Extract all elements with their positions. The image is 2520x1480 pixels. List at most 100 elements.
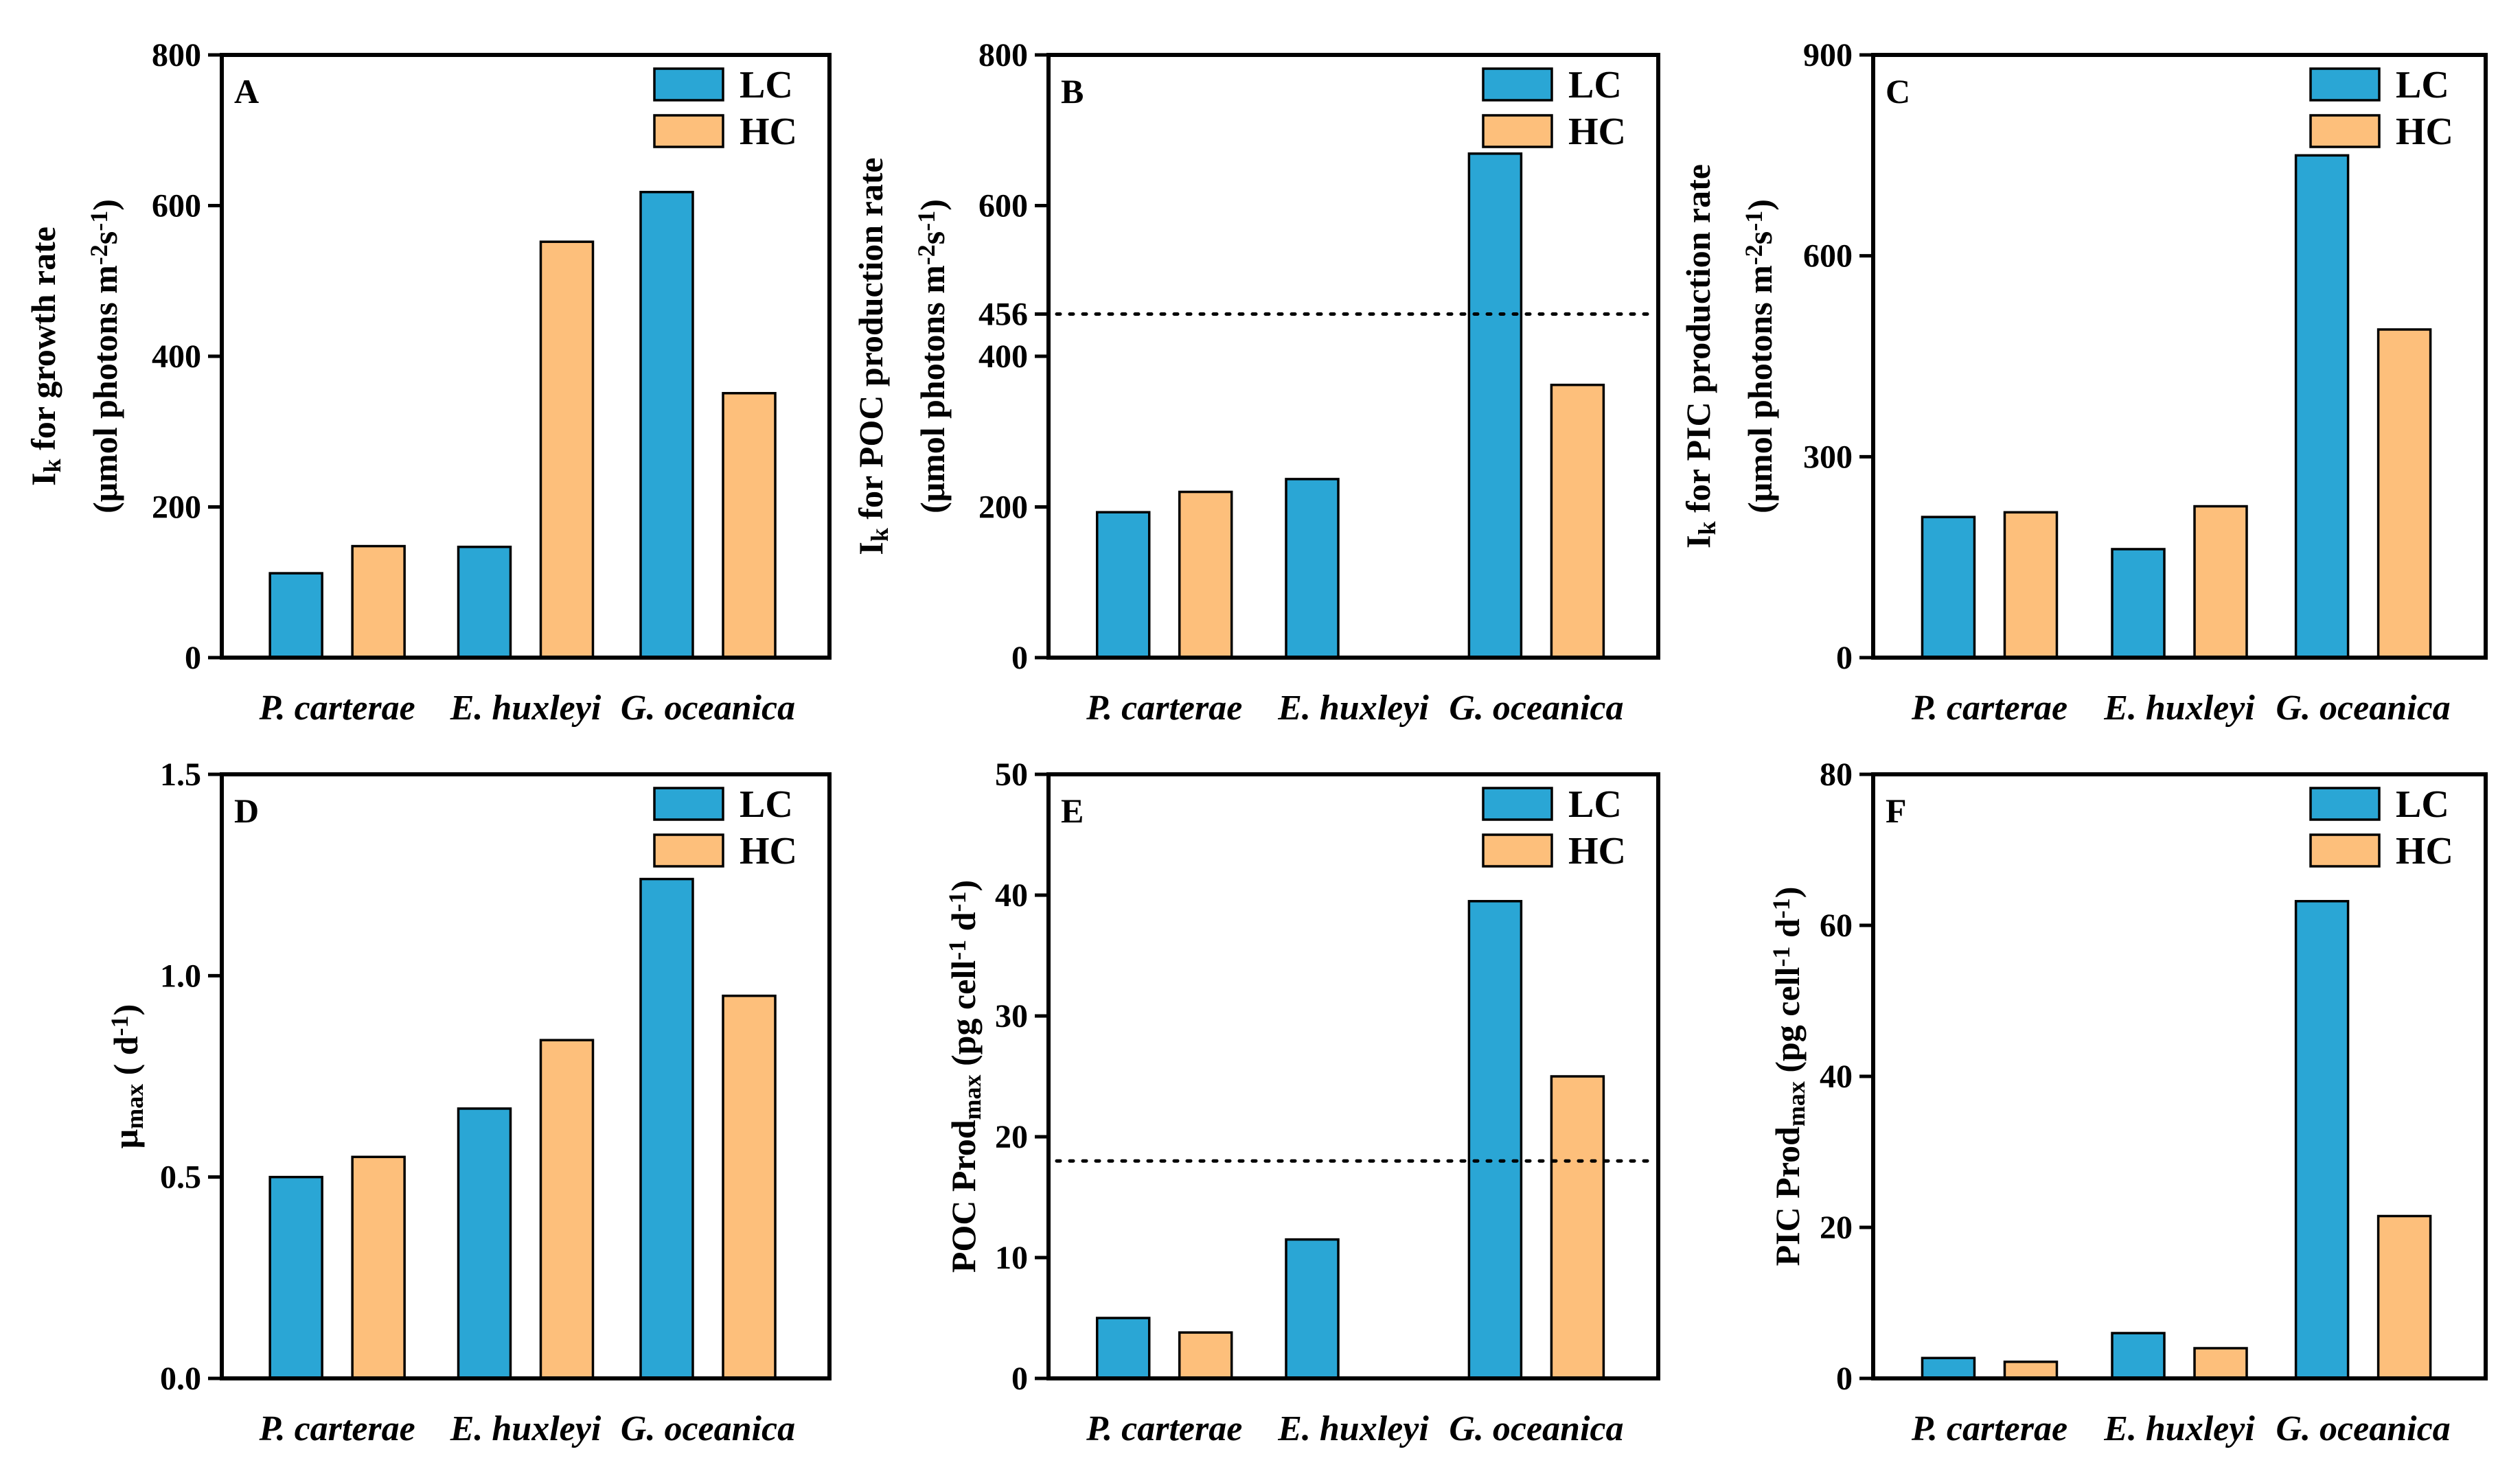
panel-letter: A bbox=[234, 72, 259, 111]
y-tick-label-extra: 456 bbox=[978, 297, 1028, 333]
x-category-label: G. oceanica bbox=[621, 1409, 795, 1448]
bar-c-hc-1 bbox=[2003, 511, 2059, 659]
axes-frame-c bbox=[1871, 53, 2488, 660]
legend-swatch-hc bbox=[2309, 114, 2381, 148]
axes-frame-d bbox=[220, 772, 832, 1380]
y-tick-label: 50 bbox=[995, 756, 1028, 793]
y-tick-label: 800 bbox=[152, 37, 201, 73]
bar-f-hc-1 bbox=[2003, 1361, 2059, 1380]
y-axis-label: PIC Prodmax (pg cell-1 d-1) bbox=[1767, 887, 1810, 1267]
panel-c: 0 300 600 900 P. carterae E. huxleyi G. oceani… bbox=[1679, 37, 2488, 728]
bar-d-hc-3 bbox=[722, 994, 777, 1380]
legend-swatch-hc bbox=[1482, 833, 1553, 868]
bar-b-hc-1 bbox=[1178, 490, 1233, 659]
y-tick-label: 1.5 bbox=[160, 756, 201, 793]
legend-swatch-hc bbox=[2309, 833, 2381, 868]
y-tick-label: 0 bbox=[1836, 1361, 1853, 1397]
bar-f-hc-2 bbox=[2193, 1347, 2248, 1380]
x-category-label: G. oceanica bbox=[2276, 1409, 2451, 1448]
bar-e-hc-3 bbox=[1550, 1075, 1605, 1380]
y-tick-label: 60 bbox=[1820, 907, 1853, 944]
y-tick-label: 200 bbox=[978, 489, 1028, 526]
legend-swatch-lc bbox=[2309, 787, 2381, 821]
y-axis-label-line2: (μmol photons m-2s-1) bbox=[1740, 199, 1779, 513]
panel-letter: B bbox=[1061, 72, 1084, 111]
panel-b: 0 200 400 600 800 456 P. carterae E. huxleyi G. … bbox=[851, 37, 1660, 728]
y-tick-label: 300 bbox=[1803, 439, 1853, 475]
legend-label-lc: LC bbox=[1568, 64, 1622, 106]
panel-letter: F bbox=[1886, 791, 1907, 830]
y-tick-label: 0 bbox=[1011, 1361, 1028, 1397]
bar-d-lc-2 bbox=[457, 1107, 512, 1380]
legend-swatch-lc bbox=[2309, 67, 2381, 102]
x-category-label: G. oceanica bbox=[1449, 1409, 1623, 1448]
y-axis-label-line1: Ik for PIC production rate bbox=[1679, 164, 1721, 548]
y-tick-label: 30 bbox=[995, 998, 1028, 1034]
legend-label-lc: LC bbox=[740, 783, 793, 826]
y-tick-label: 0.0 bbox=[160, 1361, 201, 1397]
x-category-label: G. oceanica bbox=[621, 689, 795, 728]
legend-label-hc: HC bbox=[2396, 111, 2453, 153]
x-category-label: E. huxleyi bbox=[450, 1409, 602, 1448]
x-category-label: G. oceanica bbox=[1449, 689, 1623, 728]
y-tick-label: 40 bbox=[995, 877, 1028, 914]
bar-f-lc-1 bbox=[1921, 1356, 1976, 1380]
y-axis-label-line2: (μmol photons m-2s-1) bbox=[85, 199, 124, 513]
y-tick-label: 0.5 bbox=[160, 1159, 201, 1196]
legend-swatch-hc bbox=[653, 833, 724, 868]
bar-d-lc-1 bbox=[268, 1175, 323, 1380]
legend-label-hc: HC bbox=[740, 830, 797, 872]
x-category-label: P. carterae bbox=[1911, 1409, 2067, 1448]
y-axis-label: POC Prodmax (pg cell-1 d-1) bbox=[943, 880, 986, 1273]
legend-label-lc: LC bbox=[1568, 783, 1622, 826]
panel-a: 0 200 400 600 800 P. carterae E. huxleyi G. oce… bbox=[24, 37, 832, 728]
legend-swatch-lc bbox=[1482, 787, 1553, 821]
y-tick-label: 80 bbox=[1820, 756, 1853, 793]
y-tick-label: 600 bbox=[978, 188, 1028, 224]
y-tick-label: 200 bbox=[152, 489, 201, 526]
panel-letter: C bbox=[1886, 72, 1910, 111]
bar-a-lc-1 bbox=[268, 572, 323, 659]
y-tick-label: 10 bbox=[995, 1240, 1028, 1276]
y-axis-label-line1: Ik for POC production rate bbox=[851, 157, 893, 555]
y-tick-label: 600 bbox=[1803, 238, 1853, 275]
bar-f-hc-3 bbox=[2376, 1214, 2432, 1380]
legend-label-lc: LC bbox=[2396, 783, 2449, 826]
bar-c-hc-2 bbox=[2193, 505, 2248, 659]
y-tick-label: 20 bbox=[1820, 1210, 1853, 1246]
bar-b-lc-2 bbox=[1285, 478, 1340, 659]
bar-b-lc-3 bbox=[1467, 152, 1523, 659]
x-category-label: E. huxleyi bbox=[1277, 1409, 1429, 1448]
bar-c-lc-1 bbox=[1921, 516, 1976, 659]
bar-a-lc-2 bbox=[457, 545, 512, 659]
bar-b-hc-3 bbox=[1550, 383, 1605, 659]
bar-e-lc-2 bbox=[1285, 1238, 1340, 1380]
y-tick-label: 0 bbox=[1011, 640, 1028, 676]
axes-frame-e bbox=[1046, 772, 1660, 1380]
y-axis-label-line1: Ik for growth rate bbox=[24, 227, 66, 486]
panel-f: 0 20 40 60 80 P. carterae E. huxleyi G. oceanic… bbox=[1767, 756, 2488, 1448]
panel-d: 0.0 0.5 1.0 1.5 P. carterae E. huxleyi G. ocea… bbox=[106, 756, 832, 1448]
legend-label-hc: HC bbox=[1568, 111, 1626, 153]
x-category-label: G. oceanica bbox=[2276, 689, 2451, 728]
y-tick-label: 800 bbox=[978, 37, 1028, 73]
y-tick-label: 20 bbox=[995, 1119, 1028, 1155]
legend-label-hc: HC bbox=[1568, 830, 1626, 872]
y-tick-label: 0 bbox=[1836, 640, 1853, 676]
bar-a-hc-1 bbox=[351, 544, 406, 659]
x-category-label: P. carterae bbox=[259, 1409, 415, 1448]
x-category-label: E. huxleyi bbox=[1277, 689, 1429, 728]
y-tick-label: 1.0 bbox=[160, 958, 201, 994]
legend-swatch-lc bbox=[653, 67, 724, 102]
bar-c-lc-3 bbox=[2294, 154, 2350, 659]
bar-f-lc-3 bbox=[2294, 900, 2350, 1380]
bar-d-hc-2 bbox=[539, 1039, 595, 1380]
panel-letter: E bbox=[1061, 791, 1084, 830]
y-tick-label: 600 bbox=[152, 188, 201, 224]
x-category-label: E. huxleyi bbox=[2103, 689, 2255, 728]
panel-e: 0 10 20 30 40 50 P. carterae E. huxleyi G. ocean… bbox=[943, 756, 1660, 1448]
legend-swatch-hc bbox=[653, 114, 724, 148]
bar-e-hc-1 bbox=[1178, 1331, 1233, 1380]
y-axis-label: μmax ( d-1) bbox=[106, 1004, 148, 1148]
